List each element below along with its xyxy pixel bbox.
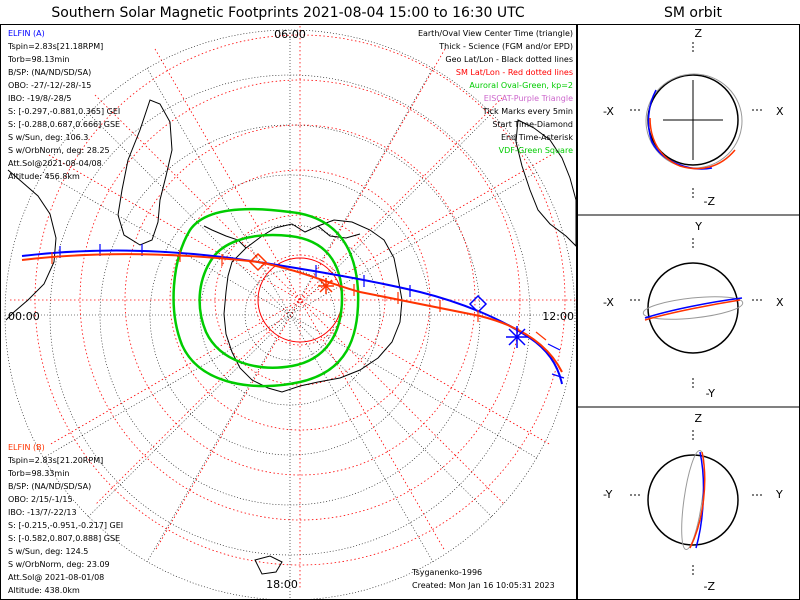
orbit-trace-gray	[681, 449, 705, 551]
probe-b-line: Tspin=2.83s[21.20RPM]	[7, 456, 103, 465]
hour-label-right: 12:00	[542, 310, 574, 323]
probe-a-name: ELFIN (A)	[8, 29, 45, 38]
ross-ice-shelf	[317, 225, 361, 239]
legend-entry: EISCAT-Purple Triangle	[484, 94, 573, 103]
probe-b-orbit-arc	[689, 451, 706, 549]
axis-label-left: -X	[603, 296, 614, 309]
antarctic-peninsula	[203, 225, 247, 249]
probe-a-line: S: [-0.288,0.687,0.666] GSE	[8, 120, 120, 129]
probe-a-line: S: [-0.297,-0.881,0.365] GEI	[8, 107, 120, 116]
axis-label-right: Y	[775, 488, 783, 501]
axis-label-bottom: -Z	[703, 195, 715, 208]
legend-entry: Thick - Science (FGM and/or EPD)	[438, 42, 573, 51]
antarctica-coastline	[223, 219, 403, 393]
orbit-trace-gray	[642, 296, 744, 320]
probe-b-orbit-arc	[649, 117, 736, 170]
axis-label-left: -Y	[603, 488, 613, 501]
island-coastline	[254, 555, 283, 575]
axis-label-top: Z	[694, 27, 702, 40]
probe-a-start-diamond	[468, 294, 488, 314]
orbit-panel-xy: Y -Y -X X	[603, 220, 784, 400]
probe-b-line: Torb=98.33min	[7, 469, 69, 478]
probe-a-orbit-arc	[647, 89, 713, 170]
probe-b-start-diamond	[248, 252, 268, 272]
probe-b-line: S w/Sun, deg: 124.5	[8, 547, 88, 556]
axis-label-left: -X	[603, 105, 614, 118]
probe-a-line: IBO: -19/8/-28/5	[8, 94, 72, 103]
probe-b-info: ELFIN (B) Tspin=2.83s[21.20RPM] Torb=98.…	[7, 443, 123, 595]
legend-entry: Geo Lat/Lon - Black dotted lines	[445, 55, 573, 64]
probe-a-ticks	[59, 244, 565, 379]
orbit-title: SM orbit	[664, 5, 723, 21]
earth-circle	[647, 454, 739, 546]
probe-a-line: S w/OrbNorm, deg: 28.25	[8, 146, 110, 155]
orbit-panel-xz: Z -Z -X X	[603, 27, 784, 208]
probe-b-ticks	[51, 250, 547, 341]
map-legend: Earth/Oval View Center Time (triangle) T…	[418, 29, 573, 155]
legend-entry: Earth/Oval View Center Time (triangle)	[418, 29, 573, 38]
created-timestamp: Created: Mon Jan 16 10:05:31 2023	[412, 581, 555, 590]
probe-b-name: ELFIN (B)	[8, 443, 45, 452]
axis-label-bottom: -Z	[703, 580, 715, 593]
legend-entry: SM Lat/Lon - Red dotted lines	[456, 68, 573, 77]
probe-b-line: S: [-0.215,-0.951,-0.217] GEI	[8, 521, 123, 530]
probe-b-line: Att.Sol@ 2021-08-01/08	[8, 573, 104, 582]
probe-a-info: ELFIN (A) Tspin=2.83s[21.18RPM] Torb=98.…	[7, 29, 120, 181]
axis-label-top: Z	[694, 412, 702, 425]
legend-entry: Auroral Oval-Green, kp=2	[469, 81, 573, 90]
probe-a-line: Tspin=2.83s[21.18RPM]	[7, 42, 103, 51]
axis-label-bottom: -Y	[706, 387, 716, 400]
legend-entry: Tick Marks every 5min	[482, 107, 573, 116]
probe-a-line: Torb=98.13min	[7, 55, 69, 64]
auroral-oval-outer	[172, 207, 360, 388]
africa-coastline	[5, 169, 57, 321]
probe-b-end-asterisk	[318, 278, 334, 294]
sm-grid	[10, 25, 576, 590]
probe-a-orbit-arc	[644, 297, 743, 319]
probe-b-line: Altitude: 438.0km	[8, 586, 80, 595]
legend-entry: Start Time-Diamond	[492, 120, 573, 129]
australia-coastline	[515, 119, 576, 247]
probe-b-line: S: [-0.582,0.807,0.888] GSE	[8, 534, 120, 543]
south-america-coastline	[117, 99, 173, 246]
probe-b-orbit-arc	[644, 299, 741, 321]
chart-title: Southern Solar Magnetic Footprints 2021-…	[51, 5, 525, 21]
axis-label-right: X	[776, 105, 784, 118]
probe-a-line: B/SP: (NA/ND/SD/SA)	[8, 68, 91, 77]
probe-a-line: Altitude: 456.8km	[8, 172, 80, 181]
probe-a-end-asterisk	[506, 326, 528, 348]
legend-entry: VDF-Green Square	[499, 146, 573, 155]
axis-label-top: Y	[694, 220, 702, 233]
probe-b-track	[21, 253, 563, 373]
probe-a-line: Att.Sol@2021-08-04/08	[8, 159, 102, 168]
probe-a-line: S w/Sun, deg: 106.3	[8, 133, 88, 142]
hour-label-left: 00:00	[8, 310, 40, 323]
hour-label-bottom: 18:00	[266, 578, 298, 591]
probe-b-line: OBO: 2/15/-1/15	[8, 495, 73, 504]
probe-b-line: IBO: -13/7/-22/13	[8, 508, 77, 517]
auroral-oval-inner	[198, 233, 344, 369]
probe-a-line: OBO: -27/-12/-28/-15	[8, 81, 91, 90]
axis-label-right: X	[776, 296, 784, 309]
legend-entry: End Time-Asterisk	[501, 133, 573, 142]
model-credit: Tsyganenko-1996	[411, 568, 482, 577]
probe-b-line: S w/OrbNorm, deg: 23.09	[8, 560, 110, 569]
footprint-map	[4, 25, 576, 600]
hour-label-top: 06:00	[274, 28, 306, 41]
orbit-panel-yz: Z -Z -Y Y	[603, 412, 783, 593]
probe-b-line: B/SP: (NA/ND/SD/SA)	[8, 482, 91, 491]
